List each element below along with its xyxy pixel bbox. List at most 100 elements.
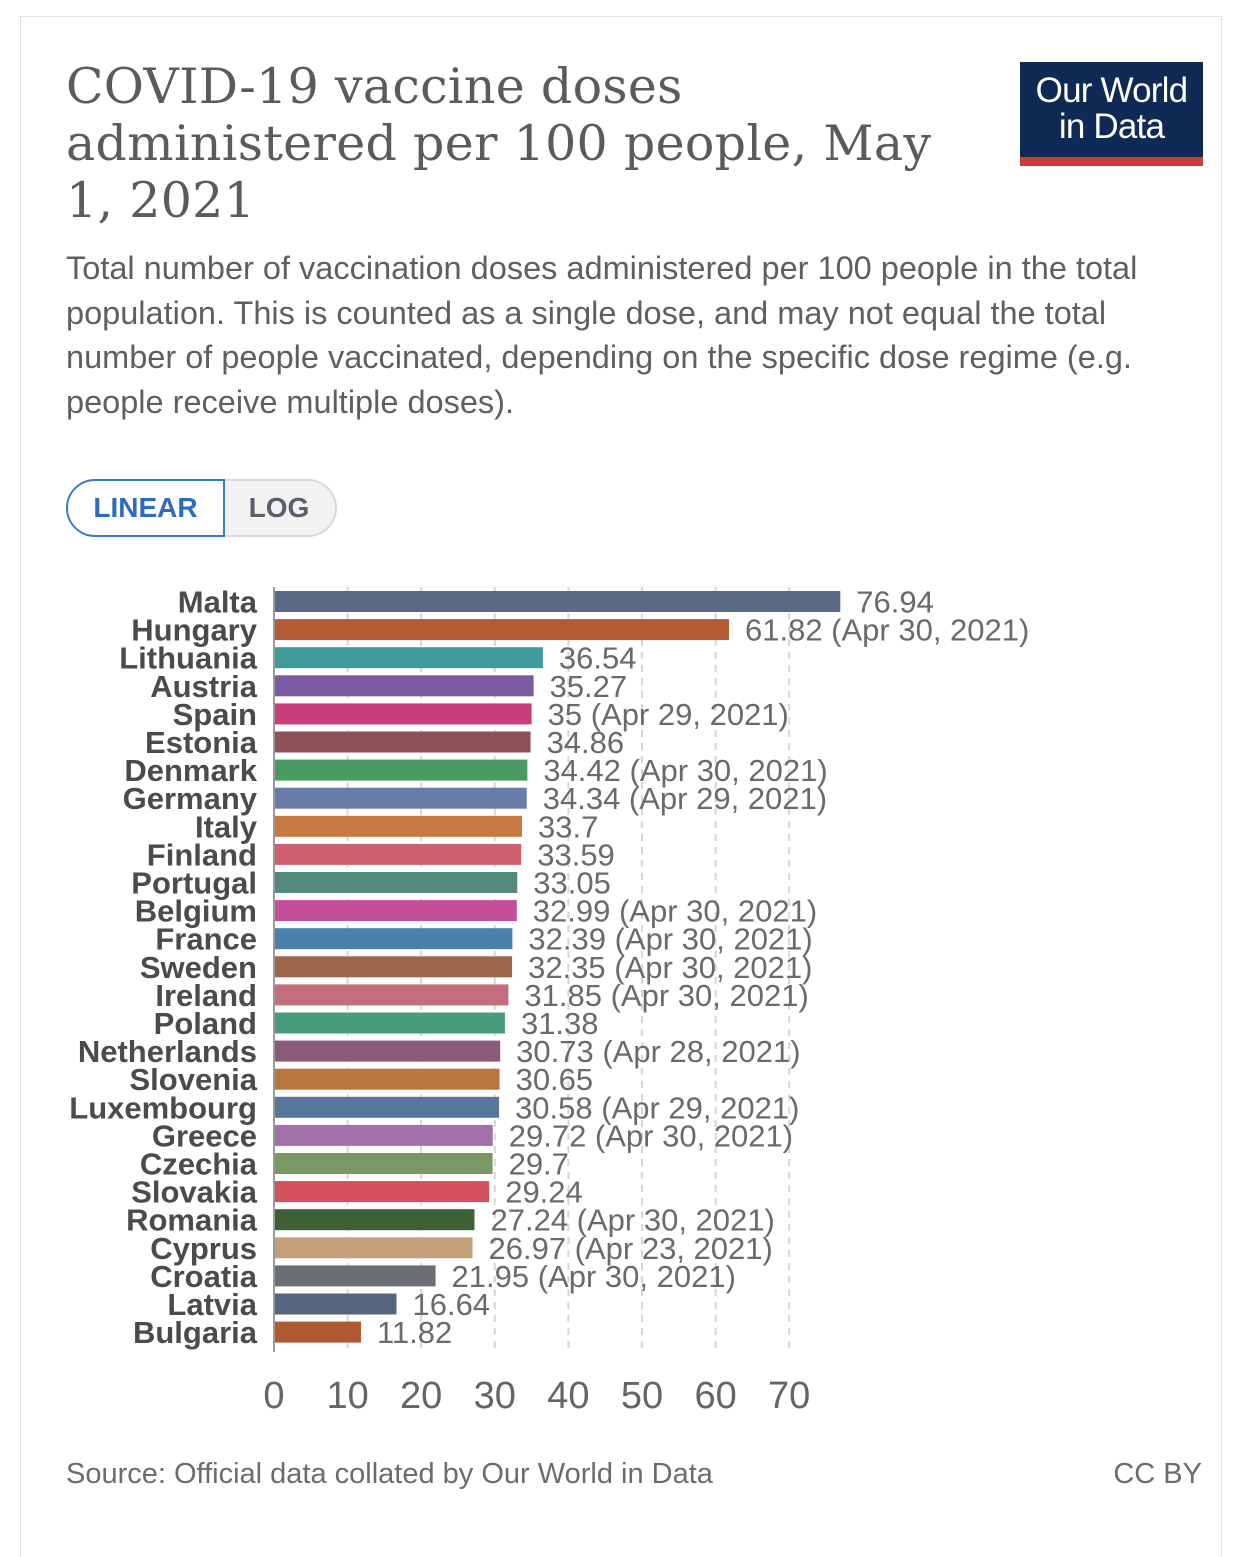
value-label: 26.97 (Apr 23, 2021)	[488, 1231, 772, 1266]
x-tick-label: 10	[326, 1375, 368, 1417]
category-label: Finland	[147, 837, 257, 872]
bar-belgium	[275, 900, 517, 922]
category-label: Belgium	[135, 894, 257, 929]
category-label: Greece	[152, 1118, 257, 1153]
x-tick-label: 60	[694, 1375, 736, 1417]
category-label: Croatia	[150, 1259, 258, 1294]
bar-croatia	[275, 1265, 436, 1287]
category-label: Bulgaria	[133, 1315, 258, 1350]
value-label: 31.85 (Apr 30, 2021)	[524, 978, 808, 1013]
category-label: Malta	[178, 585, 258, 620]
bar-hungary	[275, 619, 729, 641]
bar-latvia	[275, 1293, 397, 1315]
value-label: 35.27	[550, 669, 628, 704]
bar-portugal	[275, 872, 518, 893]
bar-luxembourg	[275, 1096, 500, 1118]
logo-line-1: Our World	[1035, 71, 1188, 110]
bar-estonia	[275, 731, 531, 753]
category-label: Hungary	[131, 613, 258, 648]
x-tick-label: 40	[547, 1375, 589, 1417]
category-label: Lithuania	[119, 641, 258, 676]
value-label: 34.34 (Apr 29, 2021)	[543, 781, 827, 816]
value-label: 32.99 (Apr 30, 2021)	[533, 894, 817, 929]
license-link[interactable]: CC BY	[1113, 1458, 1202, 1490]
value-label: 33.7	[538, 809, 598, 844]
x-tick-label: 70	[768, 1375, 810, 1417]
category-label: Italy	[195, 809, 258, 844]
bar-chart: 0 10 20 30 40 50 60 70 Malta 76.94 Hungary 61.82 (A…	[69, 585, 1029, 1418]
value-label: 34.42 (Apr 30, 2021)	[543, 753, 827, 788]
category-label: Cyprus	[150, 1231, 257, 1266]
chart-title: COVID-19 vaccine doses administered per …	[66, 58, 932, 229]
source-note[interactable]: Source: Official data collated by Our Wo…	[66, 1458, 713, 1490]
value-label: 21.95 (Apr 30, 2021)	[452, 1259, 736, 1294]
chart-subtitle: Total number of vaccination doses admini…	[66, 250, 1138, 420]
bar-poland	[275, 1012, 505, 1034]
category-label: Germany	[123, 781, 258, 816]
value-label: 34.86	[547, 725, 625, 760]
bar-cyprus	[275, 1237, 473, 1259]
bar-germany	[275, 787, 527, 809]
bar-spain	[275, 703, 532, 725]
bar-france	[275, 928, 513, 950]
bar-romania	[275, 1209, 475, 1231]
bar-lithuania	[275, 647, 543, 669]
bar-slovakia	[275, 1181, 490, 1203]
owid-logo[interactable]: Our World in Data	[1020, 62, 1203, 166]
category-label: Austria	[150, 669, 258, 704]
category-label: Romania	[126, 1203, 258, 1238]
value-label: 30.58 (Apr 29, 2021)	[515, 1090, 799, 1125]
bar-ireland	[275, 984, 509, 1006]
category-label: France	[155, 922, 257, 957]
category-label: Slovakia	[131, 1175, 258, 1210]
category-label: Estonia	[145, 725, 258, 760]
bar-greece	[275, 1124, 493, 1146]
bar-denmark	[275, 759, 528, 781]
log-scale-button[interactable]: LOG	[223, 479, 337, 537]
value-label: 11.82	[377, 1315, 452, 1350]
value-label: 76.94	[856, 585, 934, 620]
value-label: 27.24 (Apr 30, 2021)	[490, 1203, 774, 1238]
category-label: Czechia	[140, 1147, 258, 1182]
value-label: 36.54	[559, 641, 637, 676]
bar-finland	[275, 843, 522, 865]
category-label: Denmark	[124, 753, 257, 788]
category-label: Ireland	[155, 978, 257, 1013]
category-label: Poland	[154, 1006, 257, 1041]
category-label: Slovenia	[130, 1062, 258, 1097]
category-label: Latvia	[167, 1287, 257, 1322]
bar-sweden	[275, 956, 513, 978]
category-label: Portugal	[131, 866, 257, 901]
value-label: 33.05	[533, 866, 611, 901]
bar-bulgaria	[275, 1321, 361, 1343]
value-label: 29.7	[509, 1147, 569, 1182]
value-label: 32.35 (Apr 30, 2021)	[528, 950, 812, 985]
value-label: 33.59	[537, 837, 615, 872]
value-label: 31.38	[521, 1006, 599, 1041]
x-tick-label: 0	[263, 1375, 284, 1417]
x-tick-label: 30	[474, 1375, 516, 1417]
category-label: Luxembourg	[69, 1090, 257, 1125]
bar-austria	[275, 675, 534, 697]
bar-malta	[275, 591, 841, 612]
logo-line-2: in Data	[1058, 107, 1165, 146]
scale-toggle: LINEAR LOG	[66, 479, 338, 537]
value-label: 29.24	[505, 1175, 583, 1210]
x-tick-label: 20	[400, 1375, 442, 1417]
chart-card	[20, 16, 1222, 1557]
bar-czechia	[275, 1153, 493, 1174]
value-label: 30.73 (Apr 28, 2021)	[516, 1034, 800, 1069]
bar-italy	[275, 815, 523, 837]
value-label: 16.64	[412, 1287, 490, 1322]
category-label: Spain	[173, 697, 257, 732]
category-label: Netherlands	[78, 1034, 257, 1069]
value-label: 61.82 (Apr 30, 2021)	[745, 613, 1029, 648]
value-label: 32.39 (Apr 30, 2021)	[528, 922, 812, 957]
bar-slovenia	[275, 1068, 500, 1090]
value-label: 30.65	[516, 1062, 594, 1097]
x-tick-label: 50	[621, 1375, 663, 1417]
linear-scale-button[interactable]: LINEAR	[66, 479, 225, 537]
category-label: Sweden	[140, 950, 257, 985]
bar-netherlands	[275, 1040, 501, 1062]
value-label: 29.72 (Apr 30, 2021)	[509, 1118, 793, 1153]
